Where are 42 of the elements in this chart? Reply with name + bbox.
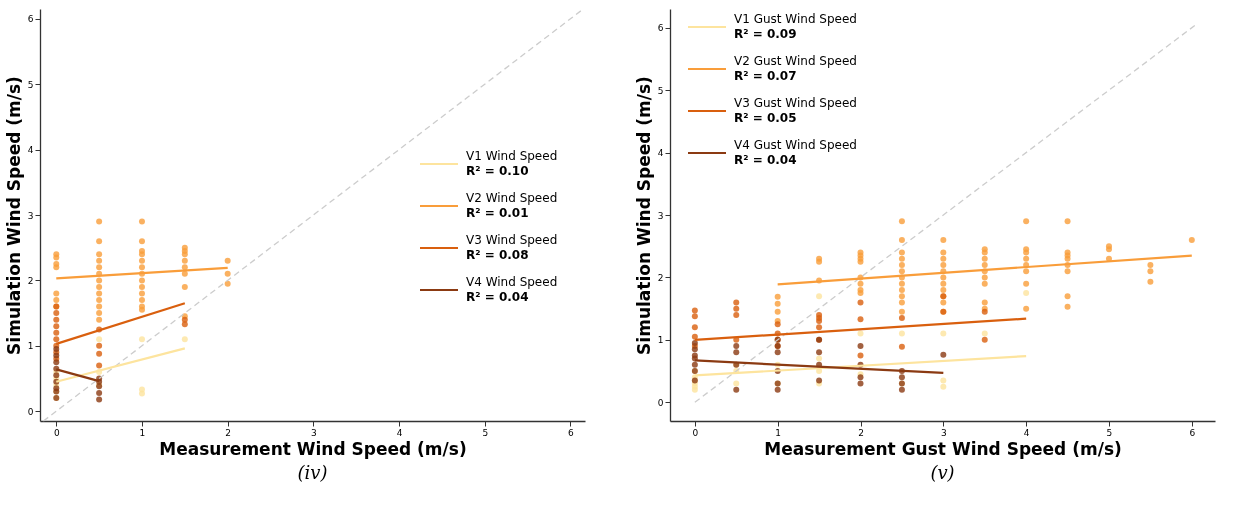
- legend-label: V3 Wind Speed R² = 0.08: [466, 233, 558, 262]
- x-tick-label: 3: [940, 427, 947, 438]
- x-tick-label: 6: [1189, 427, 1196, 438]
- legend-label: V4 Gust Wind Speed R² = 0.04: [734, 138, 857, 167]
- x-tick-label: 3: [310, 427, 317, 438]
- x-tick-label: 2: [858, 427, 864, 438]
- x-tick-label: 6: [568, 427, 575, 438]
- y-tick-label: 6: [657, 23, 664, 34]
- legend-label: V2 Gust Wind Speed R² = 0.07: [734, 54, 857, 83]
- x-tick-label: 0: [53, 427, 60, 438]
- x-tick-label: 5: [1106, 427, 1113, 438]
- y-tick-label: 1: [27, 341, 34, 352]
- y-tick-label: 4: [657, 148, 664, 159]
- y-tick-label: 5: [657, 85, 664, 96]
- x-tick-label: 5: [482, 427, 489, 438]
- y-tick-label: 3: [27, 210, 34, 221]
- x-tick-label: 4: [1023, 427, 1030, 438]
- y-tick-label: 3: [657, 210, 664, 221]
- y-tick-label: 4: [27, 145, 34, 156]
- text: (v): [930, 462, 955, 483]
- y-axis-title: Simulation Wind Speed (m/s): [3, 76, 24, 355]
- y-tick-label: 5: [27, 79, 34, 90]
- y-axis-title: Simulation Wind Speed (m/s): [633, 76, 654, 355]
- x-axis-title: Measurement Gust Wind Speed (m/s): [764, 438, 1122, 459]
- legend-label: V4 Wind Speed R² = 0.04: [466, 275, 558, 304]
- text: (iv): [297, 462, 328, 483]
- legend-label: V2 Wind Speed R² = 0.01: [466, 191, 558, 220]
- x-axis-title: Measurement Wind Speed (m/s): [159, 438, 467, 459]
- y-tick-label: 0: [657, 397, 664, 408]
- y-tick-label: 1: [657, 335, 664, 346]
- legend-label: V3 Gust Wind Speed R² = 0.05: [734, 96, 857, 125]
- x-tick-label: 2: [225, 427, 232, 438]
- legend-label: V1 Gust Wind Speed R² = 0.09: [734, 12, 857, 41]
- y-tick-label: 2: [27, 275, 34, 286]
- y-tick-label: 2: [657, 272, 664, 283]
- x-tick-label: 0: [692, 427, 699, 438]
- x-tick-label: 1: [775, 427, 782, 438]
- y-tick-label: 6: [27, 14, 34, 25]
- legend-label: V1 Wind Speed R² = 0.10: [466, 149, 558, 178]
- y-tick-label: 0: [27, 406, 34, 417]
- x-tick-label: 4: [396, 427, 403, 438]
- x-tick-label: 1: [139, 427, 146, 438]
